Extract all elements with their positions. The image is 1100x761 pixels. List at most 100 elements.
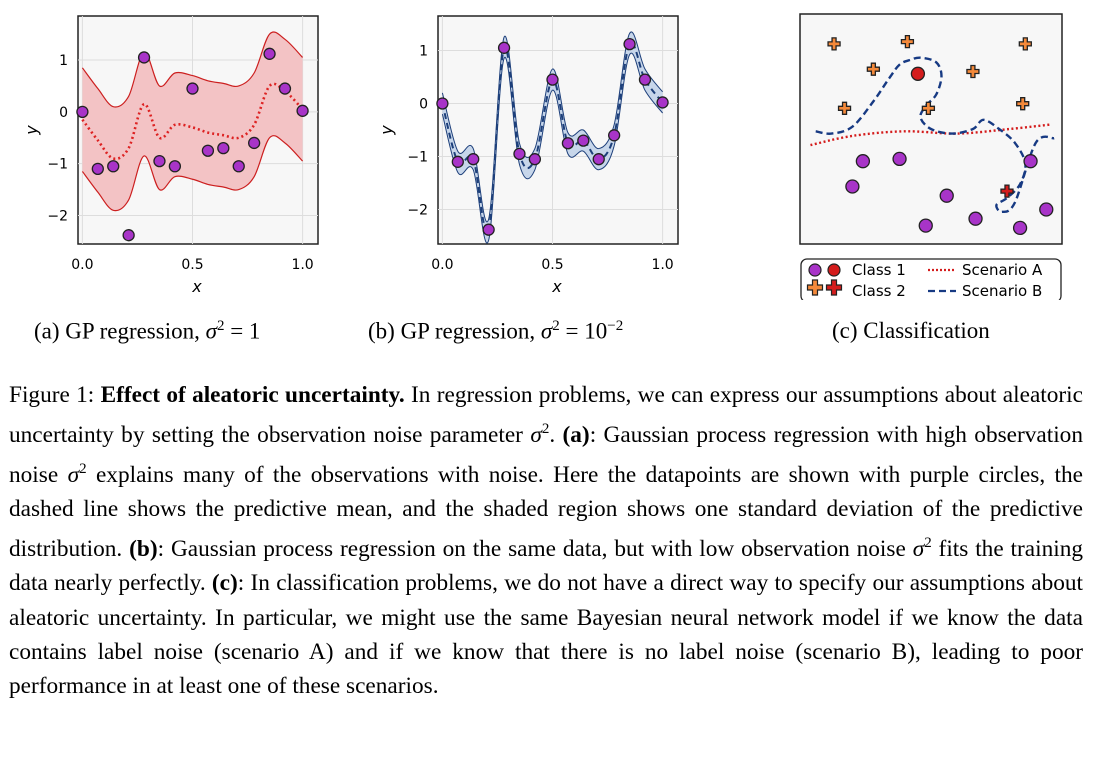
panel-c-scenario-a-boundary	[810, 123, 1052, 147]
subcaption-b-sigma: σ	[540, 318, 553, 344]
datapoint	[607, 129, 621, 142]
caption-text-1: In regression problems, we can express o…	[9, 382, 1083, 448]
class1-point	[1039, 202, 1054, 217]
subcaption-a-sup: 2	[216, 318, 225, 334]
datapoint	[467, 153, 480, 166]
caption-text-2: .	[549, 421, 563, 448]
class2-point	[866, 62, 881, 76]
panel-a-upper-bound	[81, 31, 304, 108]
subcaption-a-prefix: (a) GP regression,	[34, 318, 206, 344]
panel-a-ylabel: y	[22, 125, 41, 136]
caption-text-6: fits the training data nearly perfectly.	[9, 536, 1083, 597]
figure-caption: Figure 1: Effect of aleatoric uncertaint…	[9, 378, 1083, 703]
panel-b-upper-bound	[441, 31, 663, 223]
datapoint	[296, 104, 309, 117]
caption-label: Figure 1:	[9, 382, 95, 408]
legend-class2-marker-highlight	[825, 279, 843, 296]
datapoint	[497, 41, 511, 54]
caption-sup-2: 2	[79, 461, 87, 478]
class1-point	[968, 211, 983, 226]
datapoint	[482, 223, 495, 236]
caption-text-4: explains many of the observations with n…	[9, 461, 1083, 563]
panel-c-classification: Class 1 Class 2 Scenario A Scenario B	[799, 13, 1063, 303]
panel-c-scenario-b-boundary	[815, 56, 1055, 214]
subcaption-b-sup: 2	[552, 318, 560, 334]
datapoint	[137, 51, 151, 64]
x-tick-label: 0.5	[541, 257, 563, 273]
datapoint	[436, 97, 449, 110]
panel-a-lower-bound	[81, 135, 304, 212]
class1-point	[892, 151, 907, 167]
class2-point	[1018, 37, 1032, 51]
panel-c-class2-points	[827, 34, 1032, 198]
panel-a-xlabel: x	[191, 277, 202, 296]
class1-point	[939, 188, 954, 203]
caption-text-5: : Gaussian process regression on the sam…	[157, 536, 913, 563]
datapoint	[577, 134, 590, 147]
class2-point	[837, 101, 852, 115]
datapoint	[263, 47, 276, 60]
x-tick-label: 0.5	[181, 257, 203, 273]
panel-b-y-ticks: 1 0 −1 −2	[407, 43, 428, 218]
subcaption-c: (c) Classification	[832, 318, 990, 344]
panel-a-std-band	[82, 32, 303, 211]
datapoint	[76, 105, 89, 119]
caption-text-7: : In classification problems, we do not …	[9, 570, 1083, 699]
figure-row: 0.0 0.5 1.0 1 0 −1 −2 x y 0.0 0.5 1.0 1 0 −1 −2 x …	[0, 0, 1100, 303]
datapoint	[122, 229, 135, 242]
panel-b-regression-low-noise: 0.0 0.5 1.0 1 0 −1 −2 x y	[377, 15, 679, 296]
legend-class1-marker-highlight	[827, 263, 841, 277]
datapoint	[592, 153, 605, 166]
class1-point	[918, 218, 933, 233]
y-tick-label: 1	[419, 43, 428, 59]
datapoint	[107, 160, 120, 173]
subcaption-b: (b) GP regression, σ2 = 10−2	[368, 318, 623, 345]
caption-a-label: (a)	[562, 421, 590, 448]
class1-point-highlight	[910, 66, 926, 81]
datapoint	[217, 141, 230, 155]
caption-text-3: : Gaussian process regression with high …	[9, 421, 1083, 488]
panel-a-datapoints	[76, 47, 309, 242]
datapoint	[623, 37, 636, 51]
datapoint	[656, 96, 669, 109]
panel-c-class1-points	[845, 66, 1054, 236]
datapoint	[232, 160, 245, 173]
x-tick-label: 0.0	[431, 257, 453, 273]
class1-point	[1023, 154, 1038, 169]
y-tick-label: −2	[47, 209, 68, 225]
panel-b-datapoints	[436, 37, 669, 236]
legend-scenario-a-label: Scenario A	[962, 261, 1043, 279]
panel-b-ylabel: y	[377, 125, 396, 136]
datapoint	[247, 136, 261, 150]
y-tick-label: 0	[59, 105, 68, 121]
class2-point-highlight	[1000, 184, 1014, 198]
datapoint	[186, 82, 199, 95]
class2-point	[827, 37, 841, 51]
caption-b-label: (b)	[129, 536, 158, 563]
caption-sup-1: 2	[541, 421, 550, 438]
panel-b-predictive-mean	[441, 41, 664, 234]
class1-point	[1012, 220, 1028, 236]
datapoint	[168, 160, 182, 173]
legend-class1-marker	[808, 263, 822, 277]
class1-point	[855, 154, 871, 169]
subcaption-a-suffix: = 1	[224, 318, 261, 344]
panel-c-legend: Class 1 Class 2 Scenario A Scenario B	[800, 258, 1062, 303]
caption-title: Effect of aleatoric uncertainty.	[100, 382, 405, 408]
class2-point	[1016, 97, 1030, 111]
panel-b-xlabel: x	[551, 277, 562, 296]
class2-point	[900, 34, 915, 49]
panel-a-x-ticks: 0.0 0.5 1.0	[71, 257, 313, 273]
legend-scenario-b-label: Scenario B	[962, 282, 1042, 300]
y-tick-label: −2	[407, 203, 428, 219]
y-tick-label: −1	[47, 157, 68, 173]
datapoint	[201, 144, 215, 157]
datapoint	[153, 154, 166, 168]
x-tick-label: 1.0	[651, 257, 673, 273]
datapoint	[546, 73, 559, 86]
x-tick-label: 1.0	[291, 257, 313, 273]
datapoint	[528, 153, 542, 166]
legend-class1-label: Class 1	[852, 261, 906, 279]
caption-sigma-2: σ	[67, 461, 80, 488]
datapoint	[278, 82, 292, 95]
